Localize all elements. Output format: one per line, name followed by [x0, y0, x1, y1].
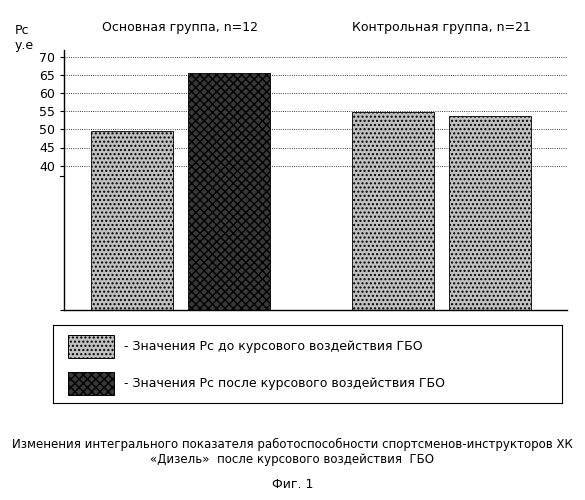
- Text: Основная группа, n=12: Основная группа, n=12: [102, 22, 259, 35]
- Text: 65,7 ± 2,6: 65,7 ± 2,6: [198, 330, 260, 343]
- Bar: [91, 131, 173, 310]
- Text: - Значения Рс до курсового воздействия ГБО: - Значения Рс до курсового воздействия Г…: [124, 340, 422, 353]
- Text: 49,6 ± 2,9: 49,6 ± 2,9: [101, 330, 163, 343]
- Bar: [68, 335, 113, 358]
- Bar: [449, 116, 531, 310]
- Text: «Дизель»  после курсового воздействия  ГБО: «Дизель» после курсового воздействия ГБО: [150, 452, 435, 466]
- Text: Изменения интегрального показателя работоспособности спортсменов-инструкторов ХК: Изменения интегрального показателя работ…: [12, 438, 573, 450]
- Text: Контрольная группа, n=21: Контрольная группа, n=21: [352, 22, 531, 35]
- Bar: [352, 112, 435, 310]
- Bar: [188, 72, 270, 310]
- Text: у.е: у.е: [15, 40, 34, 52]
- Bar: [68, 372, 113, 395]
- Text: 53,7 ± 1,5: 53,7 ± 1,5: [459, 330, 521, 343]
- Text: Рс: Рс: [15, 24, 29, 38]
- Text: Фиг. 1: Фиг. 1: [272, 478, 313, 490]
- Text: 54,7 ± 1,5: 54,7 ± 1,5: [362, 330, 424, 343]
- Text: - Значения Рс после курсового воздействия ГБО: - Значения Рс после курсового воздействи…: [124, 376, 445, 390]
